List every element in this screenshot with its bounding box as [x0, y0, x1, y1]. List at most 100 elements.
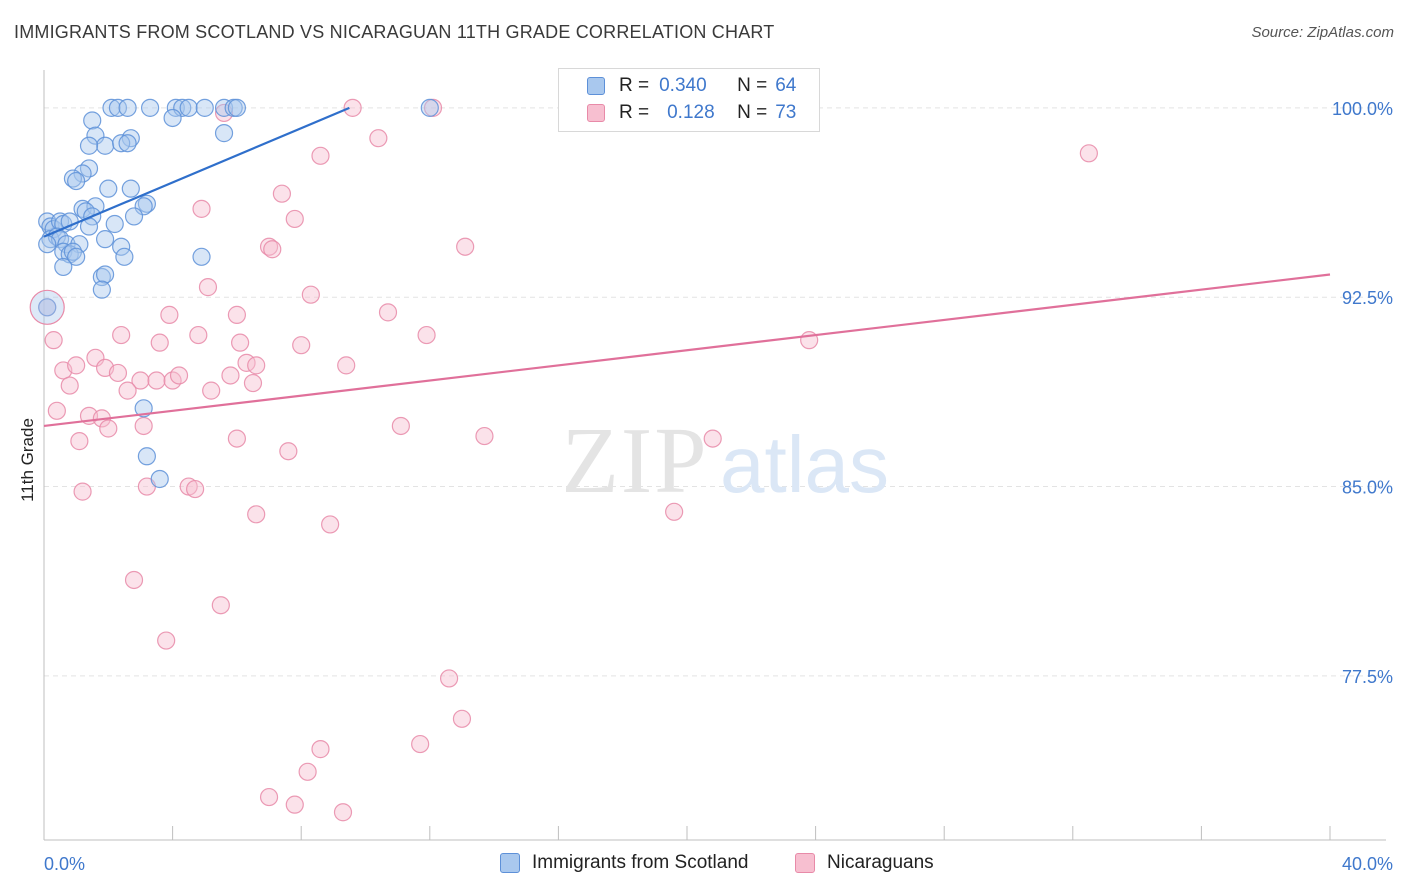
legend-label: Nicaraguans [827, 852, 934, 873]
legend-r-label: R = [619, 75, 650, 96]
scotland-point [92, 280, 111, 299]
scotland-point [95, 230, 115, 249]
legend-swatch-pink [587, 104, 605, 122]
nicaraguans-point [452, 709, 472, 728]
nicaraguans-point [211, 596, 230, 615]
nicaraguans-point [134, 416, 153, 436]
nicaraguans-point [311, 146, 330, 165]
nicaraguans-point [131, 371, 150, 390]
scotland-point [150, 469, 169, 489]
trend-line-scotland [43, 106, 350, 238]
scotland-point [95, 265, 115, 284]
series-scotland [29, 98, 439, 489]
y-axis-label: 11th Grade [18, 418, 37, 502]
scotland-point [112, 134, 131, 153]
nicaraguans-point [157, 631, 176, 650]
scotland-point [137, 194, 156, 213]
nicaraguans-point [343, 98, 362, 117]
scotland-point [137, 447, 156, 466]
nicaraguans-point [285, 209, 304, 229]
nicaraguans-point [118, 381, 137, 400]
nicaraguans-point [439, 669, 459, 688]
nicaraguans-point [298, 762, 317, 781]
nicaraguans-point [259, 237, 279, 256]
scotland-point [108, 98, 128, 117]
nicaraguans-point [417, 325, 436, 345]
series-legend: Immigrants from Scotland Nicaraguans [0, 852, 1406, 878]
scotland-point [214, 98, 234, 117]
nicaraguans-point [231, 333, 250, 352]
legend-n-value: 64 [775, 75, 797, 96]
nicaraguans-point [60, 376, 79, 395]
nicaraguans-point [67, 356, 86, 375]
scotland-point [54, 257, 73, 277]
nicaraguans-point [301, 285, 320, 304]
scotland-point [140, 98, 160, 117]
nicaraguans-point [285, 795, 304, 814]
scotland-point [163, 108, 182, 128]
nicaraguans-point [292, 336, 311, 355]
legend-item-scotland[interactable]: Immigrants from Scotland [500, 852, 748, 874]
nicaraguans-point [73, 482, 92, 501]
nicaraguans-point [333, 803, 353, 822]
scotland-point [73, 164, 92, 183]
nicaraguans-point [169, 366, 189, 385]
nicaraguans-point [311, 740, 330, 759]
scotland-point [105, 214, 124, 234]
nicaraguans-point [112, 325, 131, 345]
nicaraguans-point [272, 184, 292, 203]
scotland-point [134, 399, 153, 418]
scotland-point [67, 247, 86, 266]
x-tick-label: 40.0% [1342, 854, 1393, 874]
scotland-point [420, 98, 439, 117]
nicaraguans-point [198, 278, 218, 297]
legend-swatch-pink [795, 853, 815, 873]
scotland-point [38, 298, 57, 317]
scotland-point [121, 179, 140, 198]
x-tick-label: 0.0% [44, 854, 85, 874]
nicaraguans-point [189, 325, 208, 345]
nicaraguans-point [259, 787, 279, 807]
scotland-point [67, 171, 86, 191]
cluster-point [29, 289, 65, 325]
watermark: ZIP atlas [562, 409, 889, 513]
legend-label: Immigrants from Scotland [532, 852, 749, 873]
nicaraguans-point [247, 505, 266, 524]
trend-lines [43, 106, 1331, 428]
nicaraguans-point [391, 416, 410, 436]
y-tick-label: 100.0% [1332, 99, 1393, 119]
scotland-point [102, 98, 121, 117]
legend-n-value: 73 [775, 102, 797, 123]
nicaraguans-point [243, 373, 263, 393]
nicaraguans-point [1079, 144, 1098, 163]
scotland-point [118, 98, 137, 117]
axes [43, 70, 1386, 841]
nicaraguans-point [665, 502, 684, 521]
nicaraguans-point [703, 429, 722, 448]
scotland-point [124, 207, 144, 226]
scotland-point [63, 169, 83, 188]
legend-n-label: N = [737, 75, 768, 96]
scotland-point [179, 98, 198, 117]
nicaraguans-point [108, 363, 128, 383]
legend-n-label: N = [737, 102, 768, 123]
legend-r-value: 0.128 [667, 102, 715, 123]
scotland-point [166, 98, 185, 117]
scotland-point [112, 237, 131, 256]
tick-labels: 77.5% 85.0% 92.5% 100.0% 0.0% 40.0% [44, 99, 1393, 874]
legend-row-scotland: R = 0.340 N = 64 [587, 73, 796, 99]
nicaraguans-point [186, 479, 205, 499]
nicaraguans-point [411, 734, 430, 754]
nicaraguans-point [263, 240, 282, 259]
scotland-point [83, 111, 102, 130]
nicaraguans-point [247, 356, 266, 375]
nicaraguans-point [150, 333, 169, 352]
source-credit: Source: ZipAtlas.com [1251, 24, 1394, 41]
nicaraguans-point [227, 429, 246, 448]
nicaraguans-point [337, 356, 356, 375]
scotland-point [121, 129, 140, 148]
nicaraguans-point [378, 303, 398, 322]
scotland-point [63, 242, 83, 261]
scotland-point [92, 267, 111, 287]
legend-item-nicaraguans[interactable]: Nicaraguans [795, 852, 934, 874]
